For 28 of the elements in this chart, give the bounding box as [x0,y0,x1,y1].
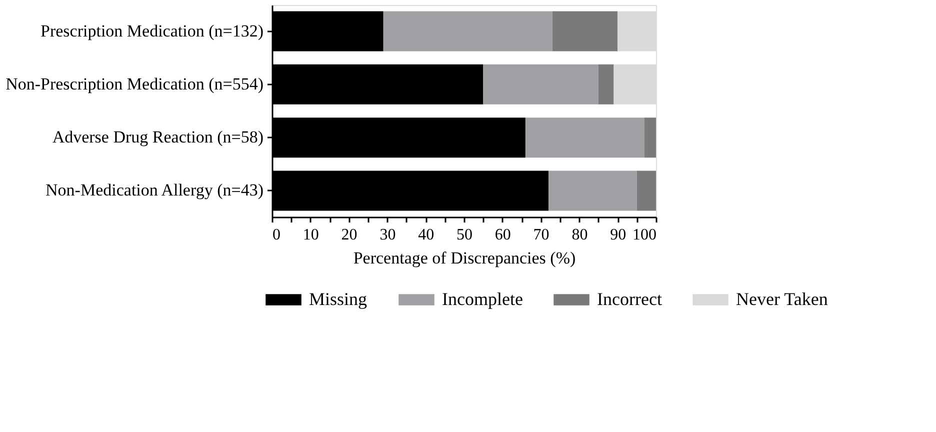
x-tick-label: 20 [341,226,358,244]
bar [644,118,656,158]
x-tick-label: 50 [456,226,472,244]
x-tick-label: 80 [572,226,588,244]
x-tick-label: 0 [272,226,280,244]
x-tick-label: 90 [610,226,626,244]
x-tick-label: 10 [302,226,319,244]
bar [552,11,618,52]
y-tick-label: Prescription Medication (n=132) [40,21,264,40]
legend-label: Never Taken [736,288,828,309]
y-tick-label: Adverse Drug Reaction (n=58) [52,128,264,147]
bar [525,118,644,158]
x-axis-title: Percentage of Discrepancies (%) [353,248,576,268]
x-tick-label: 40 [418,226,434,244]
bar [548,170,637,211]
x-tick-label: 100 [632,226,656,244]
y-tick-label: Non-Prescription Medication (n=554) [6,74,264,94]
y-tick-label: Non-Medication Allergy (n=43) [46,180,264,200]
legend-label: Missing [309,288,368,309]
legend-label: Incorrect [597,288,662,309]
legend-label: Incomplete [442,288,523,309]
x-tick-label: 70 [533,226,550,244]
bar [383,11,552,52]
bar [483,64,598,104]
x-tick-label: 60 [494,226,511,244]
bar [598,64,614,104]
bar [636,170,656,211]
x-tick-label: 30 [380,226,396,244]
